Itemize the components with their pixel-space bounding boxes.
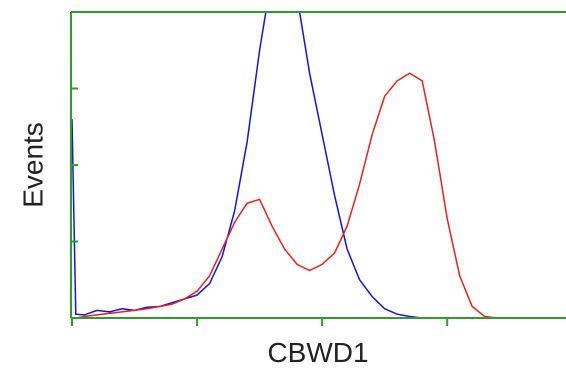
series-line [72, 72, 498, 318]
y-axis-label: Events [17, 122, 48, 208]
plot-area [71, 12, 498, 318]
x-axis-label: CBWD1 [267, 337, 368, 368]
series-line [71, 12, 498, 318]
